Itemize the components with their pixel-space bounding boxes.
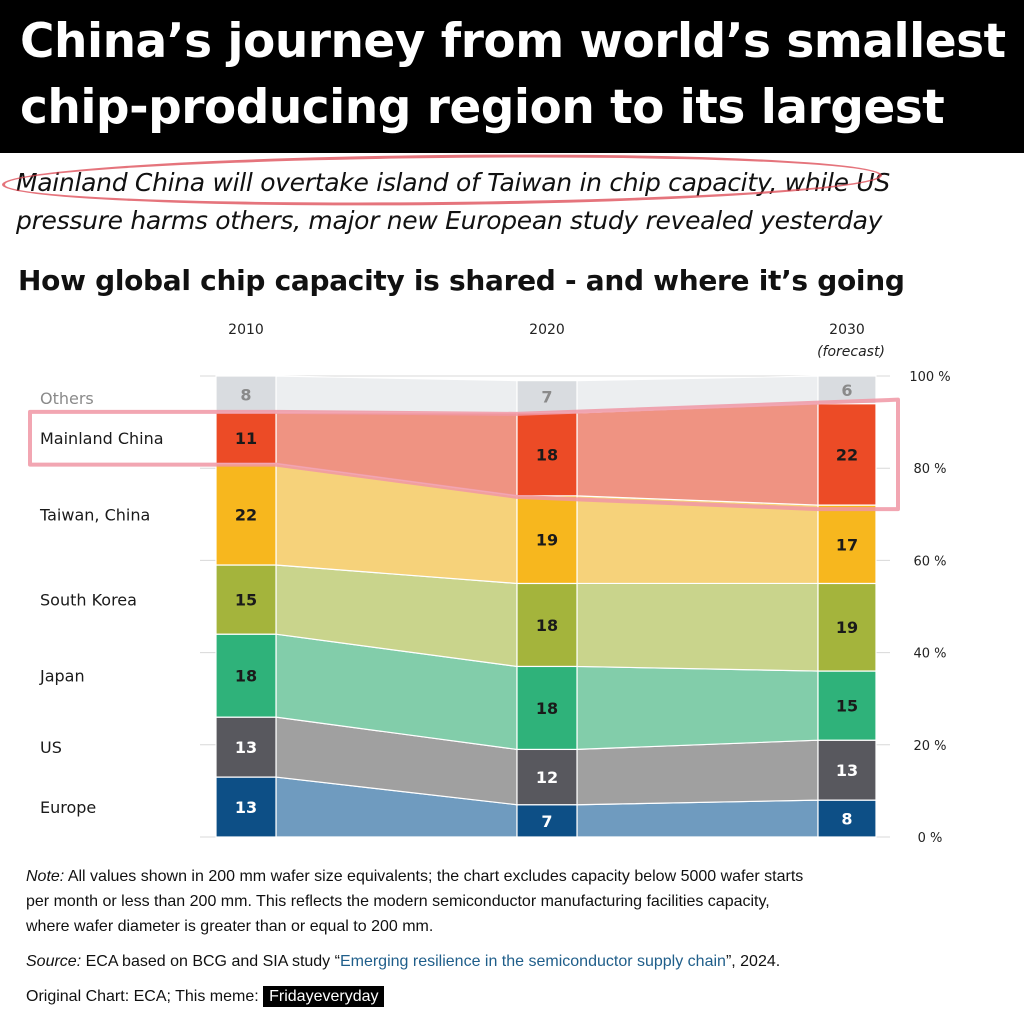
source-pre: ECA based on BCG and SIA study “ xyxy=(81,953,340,970)
y-tick-label-40: 40 % xyxy=(913,647,946,662)
bar-us-2020 xyxy=(516,748,578,806)
series-label-others: Others xyxy=(40,389,94,408)
band-us-2020-2030 xyxy=(576,739,819,806)
chart-title: How global chip capacity is shared - and… xyxy=(18,264,905,297)
bar-us-2030 xyxy=(817,739,877,801)
headline-line-1: China’s journey from world’s smallest xyxy=(20,14,1006,69)
subtitle-line-2: pressure harms others, major new Europea… xyxy=(16,206,883,235)
value-label-europe-2010: 13 xyxy=(235,798,257,817)
value-label-others-2020: 7 xyxy=(541,388,552,407)
value-label-us-2010: 13 xyxy=(235,738,257,757)
subtitle-line-1: Mainland China will overtake island of T… xyxy=(16,168,890,197)
value-label-us-2020: 12 xyxy=(536,768,558,787)
bar-us-2010 xyxy=(215,716,277,778)
series-label-europe: Europe xyxy=(40,798,96,817)
note-line-3: where wafer diameter is greater than or … xyxy=(26,918,434,935)
value-label-us-2030: 13 xyxy=(836,761,858,780)
band-mainland-china-2020-2030 xyxy=(576,403,819,506)
bar-south-korea-2010 xyxy=(215,564,277,635)
note-line-1: Note: All values shown in 200 mm wafer s… xyxy=(26,868,803,886)
value-label-europe-2030: 8 xyxy=(841,810,852,829)
series-label-taiwan-china: Taiwan, China xyxy=(39,505,150,524)
bar-europe-2020 xyxy=(516,804,578,838)
series-label-mainland-china: Mainland China xyxy=(40,429,164,448)
note-line-2: per month or less than 200 mm. This refl… xyxy=(26,893,770,910)
bar-taiwan-china-2010 xyxy=(215,462,277,566)
value-label-japan-2010: 18 xyxy=(235,667,257,686)
bar-south-korea-2020 xyxy=(516,582,578,668)
band-south-korea-2020-2030 xyxy=(576,582,819,672)
value-label-taiwan-china-2020: 19 xyxy=(536,531,558,550)
note-label: Note: xyxy=(26,868,65,885)
value-label-europe-2020: 7 xyxy=(541,812,552,831)
value-label-taiwan-china-2030: 17 xyxy=(836,535,858,554)
source-line: Source: ECA based on BCG and SIA study “… xyxy=(26,953,780,971)
bar-others-2020 xyxy=(516,380,578,414)
source-post: ”, 2024. xyxy=(725,953,781,970)
note-text-1: All values shown in 200 mm wafer size eq… xyxy=(64,868,804,885)
source-label: Source: xyxy=(26,953,82,970)
headline-banner: China’s journey from world’s smallest ch… xyxy=(0,0,1024,153)
value-label-taiwan-china-2010: 22 xyxy=(235,505,257,524)
category-label-2030: 2030 xyxy=(829,322,865,338)
value-label-south-korea-2030: 19 xyxy=(836,618,858,637)
y-tick-label-80: 80 % xyxy=(913,462,946,477)
y-tick-label-20: 20 % xyxy=(913,739,946,754)
headline-line-2: chip-producing region to its largest xyxy=(20,80,945,135)
bar-mainland-china-2010 xyxy=(215,412,277,465)
value-label-others-2010: 8 xyxy=(240,385,251,404)
value-label-others-2030: 6 xyxy=(841,381,852,400)
value-label-mainland-china-2030: 22 xyxy=(836,445,858,464)
y-tick-label-60: 60 % xyxy=(913,554,946,569)
author-badge: Fridayeveryday xyxy=(263,986,385,1007)
series-label-us: US xyxy=(40,738,62,757)
source-study-link[interactable]: Emerging resilience in the semiconductor… xyxy=(339,953,726,970)
value-label-mainland-china-2010: 11 xyxy=(235,429,257,448)
bar-south-korea-2030 xyxy=(817,582,877,672)
series-label-japan: Japan xyxy=(39,667,85,686)
category-label-2010: 2010 xyxy=(228,322,264,338)
highlight-box-mainland-china xyxy=(28,397,900,512)
value-label-japan-2020: 18 xyxy=(536,699,558,718)
bar-mainland-china-2030 xyxy=(817,403,877,506)
category-label-2020: 2020 xyxy=(529,322,565,338)
category-note-2030: (forecast) xyxy=(817,344,885,360)
band-japan-2020-2030 xyxy=(576,665,819,751)
bar-taiwan-china-2030 xyxy=(817,504,877,585)
y-tick-label-100: 100 % xyxy=(909,370,950,385)
bar-mainland-china-2020 xyxy=(516,412,578,497)
band-europe-2020-2030 xyxy=(576,799,819,838)
bar-taiwan-china-2020 xyxy=(516,495,578,585)
series-label-south-korea: South Korea xyxy=(40,591,137,610)
y-tick-label-0: 0 % xyxy=(918,831,943,846)
stacked-share-chart: 13 7 8 13 12 13 18 18 15 15 18 19 22 19 17 11 18 22 8 7 6 Eur… xyxy=(28,322,951,846)
credit-line: Original Chart: ECA; This meme: Fridayev… xyxy=(26,986,385,1007)
credit-text: Original Chart: ECA; This meme: xyxy=(26,988,264,1005)
bar-japan-2020 xyxy=(516,665,578,751)
value-label-mainland-china-2020: 18 xyxy=(536,445,558,464)
value-label-japan-2030: 15 xyxy=(836,697,858,716)
band-others-2010-2020 xyxy=(275,375,518,414)
value-label-south-korea-2010: 15 xyxy=(235,591,257,610)
value-label-south-korea-2020: 18 xyxy=(536,616,558,635)
